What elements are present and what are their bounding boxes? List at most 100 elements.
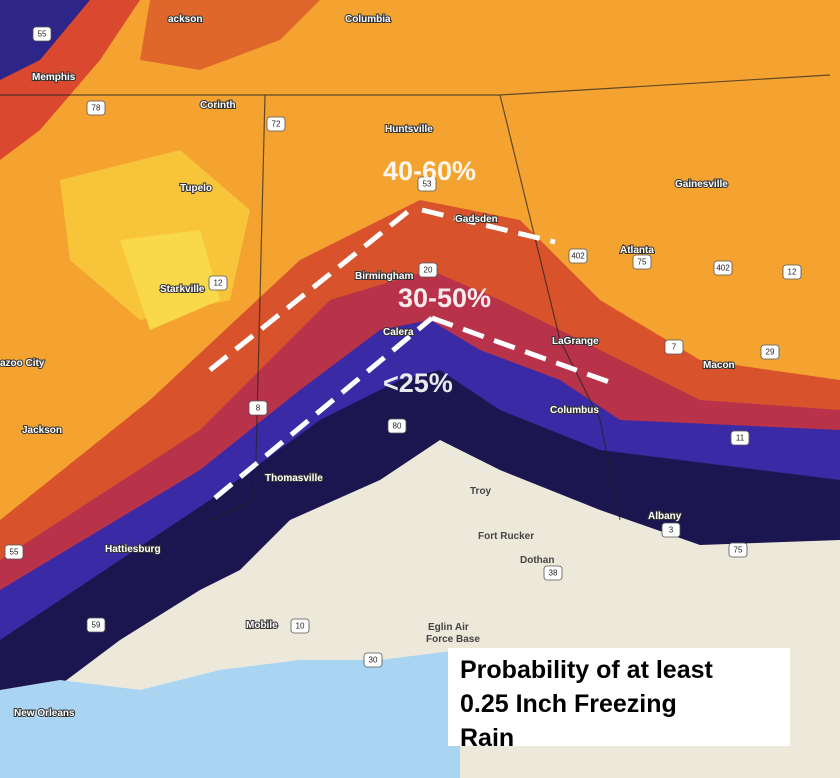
shield-badge [387, 418, 407, 434]
shield-label: 12 [788, 268, 797, 277]
shield-label: 80 [393, 422, 402, 431]
city-label: LaGrange [552, 336, 599, 347]
road-shield: 7 [664, 339, 684, 355]
shield-label: 11 [736, 434, 745, 443]
shield-badge [290, 618, 310, 634]
shield-badge [664, 339, 684, 355]
shield-badge [728, 542, 748, 558]
city-label: Fort Rucker [478, 531, 534, 542]
road-shield: 12 [782, 264, 802, 280]
shield-label: 3 [669, 526, 674, 535]
shield-label: 55 [10, 548, 19, 557]
caption-box [448, 648, 790, 746]
city-label: Huntsville [385, 124, 433, 135]
city-label: Columbus [550, 405, 599, 416]
shield-label: 30 [369, 656, 378, 665]
shield-badge [248, 400, 268, 416]
shield-label: 20 [424, 266, 433, 275]
city-label: azoo City [0, 358, 45, 369]
shield-badge [417, 176, 437, 192]
city-label: Memphis [32, 72, 76, 83]
road-shield: 11 [730, 430, 750, 446]
city-label: Force Base [426, 634, 480, 645]
shield-badge [543, 565, 563, 581]
road-shield: 38 [543, 565, 563, 581]
city-label: Birmingham [355, 271, 413, 282]
shield-badge [86, 100, 106, 116]
city-label: Corinth [200, 100, 236, 111]
shield-label: 53 [423, 180, 432, 189]
shield-badge [760, 344, 780, 360]
shield-label: 78 [92, 104, 101, 113]
dashed-bounds [208, 207, 613, 500]
road-shield: 3 [661, 522, 681, 538]
shield-label: 75 [638, 258, 647, 267]
water [0, 650, 460, 778]
city-labels: ackson Columbia Memphis Corinth Huntsville Tu… [0, 13, 736, 720]
city-label: Dothan [520, 555, 554, 566]
road-shield: 12 [208, 275, 228, 291]
yellow-zone-2 [120, 230, 220, 330]
annotation: <25% [383, 368, 453, 398]
shield-label: 55 [38, 30, 47, 39]
road-shield: 78 [86, 100, 106, 116]
city-label: Albany [648, 511, 682, 522]
city-label: New Orleans [14, 708, 75, 719]
city-label: Hattiesburg [105, 544, 161, 555]
caption: 0.25 Inch Freezing [460, 690, 677, 718]
road-shield: 30 [363, 652, 383, 668]
road-shield: 402 [713, 260, 733, 276]
road-shields: 55 78 72 53 402 75 402 12 20 12 7 29 8 80 11 55 38 10 59 30… [4, 26, 802, 668]
shield-label: 29 [766, 348, 775, 357]
road-shield: 55 [4, 544, 24, 560]
caption: Rain [460, 724, 514, 752]
shield-badge [632, 254, 652, 270]
road-shield: 29 [760, 344, 780, 360]
annotation: 40-60% [383, 156, 476, 186]
shield-badge [4, 544, 24, 560]
annotation: 30-50% [398, 283, 491, 313]
road-shield: 53 [417, 176, 437, 192]
city-label: Eglin Air [428, 622, 469, 633]
state-borders [0, 74, 831, 521]
shield-badge [568, 248, 588, 264]
shield-badge [418, 262, 438, 278]
shield-label: 59 [92, 621, 101, 630]
road-shield: 72 [266, 116, 286, 132]
road-shield: 20 [418, 262, 438, 278]
shield-label: 75 [734, 546, 743, 555]
shield-badge [730, 430, 750, 446]
road-shield: 10 [290, 618, 310, 634]
orange-zone-n [140, 0, 320, 70]
city-label: Gadsden [455, 214, 498, 225]
city-label: ackson [168, 14, 202, 25]
city-label: Thomasville [265, 473, 323, 484]
city-label: Starkville [160, 284, 205, 295]
shield-badge [86, 617, 106, 633]
road-shield: 75 [632, 254, 652, 270]
shield-label: 402 [571, 252, 585, 261]
shield-label: 10 [296, 622, 305, 631]
shield-badge [32, 26, 52, 42]
city-label: Macon [703, 360, 735, 371]
city-label: Troy [470, 486, 492, 497]
road-shield: 402 [568, 248, 588, 264]
city-label: Mobile [246, 620, 278, 631]
road-shield: 80 [387, 418, 407, 434]
shield-label: 72 [272, 120, 281, 129]
shield-badge [782, 264, 802, 280]
shield-label: 7 [672, 343, 677, 352]
road-shield: 75 [728, 542, 748, 558]
shield-badge [266, 116, 286, 132]
caption: Probability of at least [460, 656, 714, 684]
city-label: Tupelo [180, 183, 212, 194]
shield-label: 8 [256, 404, 261, 413]
city-label: Gainesville [675, 179, 728, 190]
shield-badge [208, 275, 228, 291]
shield-badge [363, 652, 383, 668]
shield-label: 12 [214, 279, 223, 288]
shield-badge [661, 522, 681, 538]
shield-label: 38 [549, 569, 558, 578]
city-label: Calera [383, 327, 414, 338]
